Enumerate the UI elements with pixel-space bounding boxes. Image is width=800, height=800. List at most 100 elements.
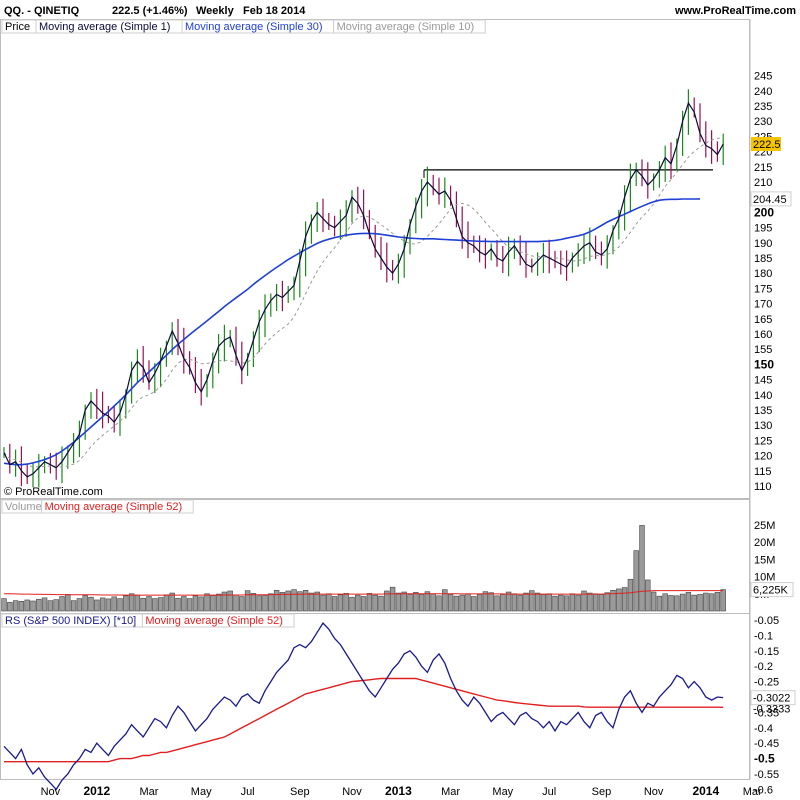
volume-bar xyxy=(181,596,187,612)
rs-line xyxy=(3,622,724,791)
x-tick-label: Nov xyxy=(41,786,61,798)
tab-box xyxy=(41,499,194,514)
volume-bar xyxy=(250,593,257,612)
tab-box xyxy=(333,19,486,34)
rs-panel-tabs: RS (S&P 500 INDEX) [*10] Moving average (… xyxy=(1,613,295,628)
volume-bar xyxy=(488,592,494,612)
volume-last-label: 6,225K xyxy=(753,585,789,597)
volume-bar xyxy=(244,590,251,612)
volume-bar xyxy=(7,602,13,612)
ma30-value-label: 204.45 xyxy=(753,194,787,206)
tab-label: Moving average (Simple 30) xyxy=(185,21,323,33)
volume-bar xyxy=(424,591,431,612)
volume-bar xyxy=(82,595,88,612)
volume-bar xyxy=(204,593,210,612)
volume-bar xyxy=(134,594,141,612)
tab-label: Volume xyxy=(5,501,42,513)
volume-bar xyxy=(320,594,326,612)
volume-bar xyxy=(24,599,30,612)
volume-bar xyxy=(610,589,616,612)
volume-bar xyxy=(587,592,593,612)
volume-bar xyxy=(627,578,634,612)
volume-bar xyxy=(221,591,228,612)
volume-bar xyxy=(53,599,59,612)
volume-bar xyxy=(668,595,674,612)
volume-bar xyxy=(442,589,448,612)
tab-box xyxy=(141,613,295,628)
volume-bar xyxy=(621,587,628,612)
volume-bar xyxy=(326,593,332,612)
volume-bar xyxy=(656,595,663,612)
volume-bar xyxy=(372,594,378,612)
volume-bar xyxy=(459,594,465,612)
ma1-line xyxy=(3,101,724,478)
price-tick-label: 195 xyxy=(754,223,772,235)
volume-bar xyxy=(395,592,402,612)
rs-last-label: -0.3022 xyxy=(753,693,790,705)
volume-bar xyxy=(569,593,576,612)
volume-bar xyxy=(471,596,477,612)
price-tick-label: 230 xyxy=(754,116,772,128)
price-tick-label: 120 xyxy=(754,451,772,463)
volume-bar xyxy=(94,599,100,612)
volume-bar xyxy=(494,595,500,612)
price-tick-label: 170 xyxy=(754,299,772,311)
volume-bar xyxy=(262,595,268,612)
volume-bar xyxy=(140,597,146,612)
volume-bar xyxy=(453,595,460,612)
volume-bar xyxy=(378,595,384,612)
volume-bar xyxy=(360,596,367,612)
volume-bar xyxy=(714,592,721,612)
volume-bar xyxy=(534,592,541,612)
volume-tick-label: 20M xyxy=(754,537,775,549)
volume-bar xyxy=(285,590,291,612)
volume-bar xyxy=(256,595,262,612)
volume-bar xyxy=(47,600,54,612)
last-price-badge xyxy=(751,137,781,151)
x-tick-label: Mar xyxy=(743,786,762,798)
volume-bar xyxy=(157,597,164,612)
rs-tick-label: -0.4 xyxy=(754,723,773,735)
volume-bar xyxy=(36,598,42,612)
volume-bar xyxy=(198,596,204,612)
volume-bar xyxy=(227,590,233,612)
volume-bar xyxy=(88,596,94,612)
rs-last-badge xyxy=(750,690,796,706)
tab-label: Moving average (Simple 1) xyxy=(39,21,170,33)
rs-ma-label: -0.3333 xyxy=(753,704,790,716)
x-tick-label: May xyxy=(191,786,212,798)
x-tick-label: Mar xyxy=(140,786,159,798)
volume-bar xyxy=(720,589,726,612)
ma30-badge xyxy=(750,191,792,207)
volume-bar xyxy=(76,598,83,612)
volume-bar xyxy=(192,595,199,612)
price-plot xyxy=(3,89,724,488)
rs-tick-label: -0.25 xyxy=(754,677,779,689)
price-tick-label: 155 xyxy=(754,344,772,356)
rs-tick-label: -0.15 xyxy=(754,646,779,658)
price-tick-label: 175 xyxy=(754,283,772,295)
volume-bar xyxy=(505,591,512,612)
volume-bar xyxy=(691,594,697,612)
volume-bar xyxy=(308,592,315,612)
volume-bar xyxy=(65,594,71,612)
volume-bar xyxy=(633,550,639,612)
volume-bar xyxy=(337,594,344,612)
price-tick-label: 145 xyxy=(754,375,772,387)
volume-bar xyxy=(186,598,193,612)
rs-tick-label: -0.6 xyxy=(754,784,773,796)
volume-bar xyxy=(413,592,419,612)
volume-bar xyxy=(575,594,581,612)
volume-bar xyxy=(563,595,570,612)
last-price-label: 222.5 xyxy=(753,139,781,151)
rs-plot xyxy=(3,622,724,791)
volume-bar xyxy=(529,590,535,612)
volume-bar xyxy=(1,598,7,612)
volume-bar xyxy=(418,594,425,612)
volume-bar xyxy=(349,596,355,612)
price-tick-label: 210 xyxy=(754,177,772,189)
price-tick-label: 240 xyxy=(754,86,772,98)
price-tick-label: 125 xyxy=(754,435,772,447)
